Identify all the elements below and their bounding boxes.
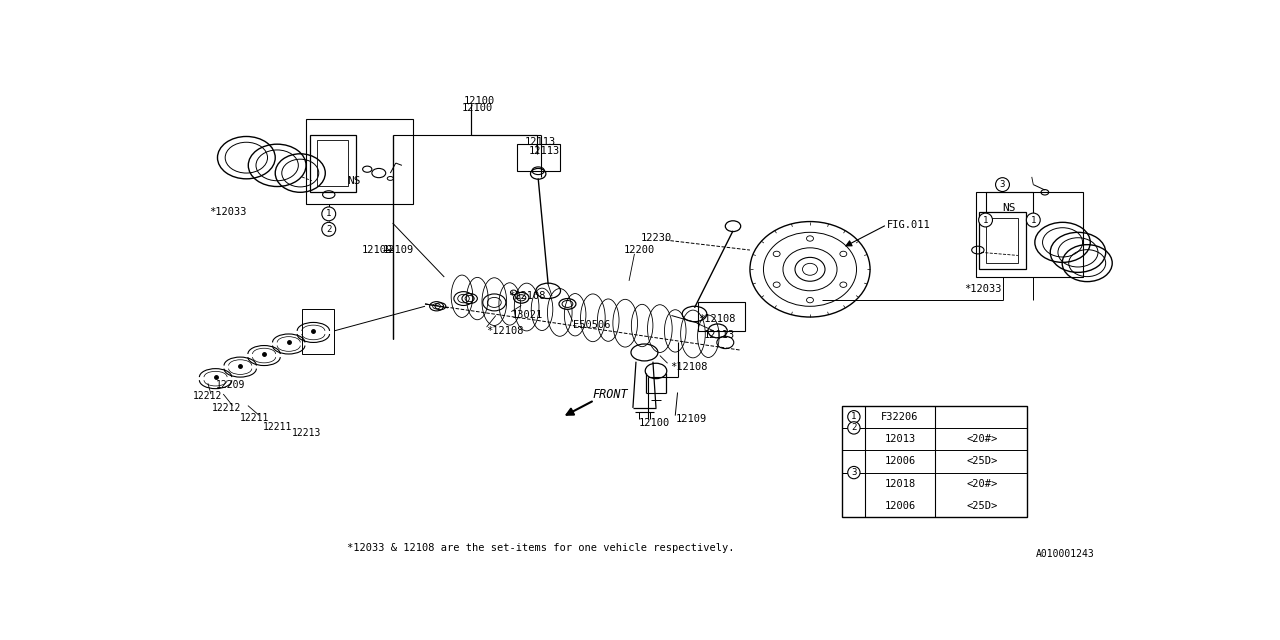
Text: 13021: 13021: [511, 310, 543, 321]
Circle shape: [979, 213, 992, 227]
Text: NS: NS: [347, 176, 361, 186]
Text: 12113: 12113: [525, 137, 557, 147]
Text: 2: 2: [326, 225, 332, 234]
Text: 12212: 12212: [211, 403, 241, 413]
Text: FRONT: FRONT: [593, 388, 628, 401]
Bar: [699, 301, 745, 331]
Bar: [317, 140, 348, 186]
Text: 1: 1: [1030, 216, 1036, 225]
Bar: [979, 212, 1025, 269]
Text: *12108: *12108: [508, 291, 545, 301]
Text: *12033: *12033: [964, 284, 1001, 294]
Circle shape: [321, 222, 335, 236]
Text: 12113: 12113: [529, 147, 561, 157]
Circle shape: [996, 178, 1010, 191]
Bar: [306, 119, 413, 204]
Text: 12100: 12100: [639, 419, 671, 428]
Text: 3: 3: [851, 468, 856, 477]
Text: E50506: E50506: [573, 320, 611, 330]
Text: 12212: 12212: [192, 391, 221, 401]
Circle shape: [847, 422, 860, 434]
Text: 1: 1: [851, 412, 856, 421]
Text: 12113: 12113: [704, 330, 735, 340]
Circle shape: [321, 207, 335, 221]
Text: F32206: F32206: [882, 412, 919, 422]
Text: 12100: 12100: [463, 97, 495, 106]
Text: 12230: 12230: [640, 234, 672, 243]
Text: NS: NS: [1002, 203, 1015, 212]
Text: *12108: *12108: [699, 314, 736, 324]
Text: *12108: *12108: [486, 326, 524, 336]
Text: 12109: 12109: [383, 245, 413, 255]
Text: 3: 3: [1000, 180, 1005, 189]
Text: 12006: 12006: [884, 456, 915, 467]
Text: 12211: 12211: [264, 422, 293, 432]
Text: 12211: 12211: [241, 413, 270, 423]
Text: *12108: *12108: [669, 362, 708, 372]
Text: <25D>: <25D>: [966, 501, 998, 511]
Circle shape: [847, 467, 860, 479]
Bar: [975, 192, 1083, 277]
Text: <25D>: <25D>: [966, 456, 998, 467]
Text: 12018: 12018: [884, 479, 915, 489]
Text: 2: 2: [851, 424, 856, 433]
Text: FIG.011: FIG.011: [887, 220, 931, 230]
Bar: [842, 406, 1027, 517]
Text: 1: 1: [983, 216, 988, 225]
Text: <20#>: <20#>: [966, 434, 998, 444]
Text: *12033 & 12108 are the set-items for one vehicle respectively.: *12033 & 12108 are the set-items for one…: [347, 543, 735, 553]
Text: 12209: 12209: [215, 380, 244, 390]
Text: 12109: 12109: [676, 415, 707, 424]
Bar: [517, 144, 559, 171]
Text: A010001243: A010001243: [1036, 549, 1094, 559]
Text: 12006: 12006: [884, 501, 915, 511]
Text: 12200: 12200: [623, 245, 655, 255]
Bar: [302, 309, 334, 354]
Text: <20#>: <20#>: [966, 479, 998, 489]
Circle shape: [847, 411, 860, 423]
Bar: [310, 134, 356, 192]
Text: 1: 1: [326, 209, 332, 218]
Circle shape: [1027, 213, 1041, 227]
Text: 12213: 12213: [292, 428, 321, 438]
Text: 12013: 12013: [884, 434, 915, 444]
Bar: [986, 218, 1018, 263]
Text: 12109: 12109: [362, 245, 393, 255]
Text: *12033: *12033: [210, 207, 247, 216]
Text: 12100: 12100: [462, 102, 493, 113]
